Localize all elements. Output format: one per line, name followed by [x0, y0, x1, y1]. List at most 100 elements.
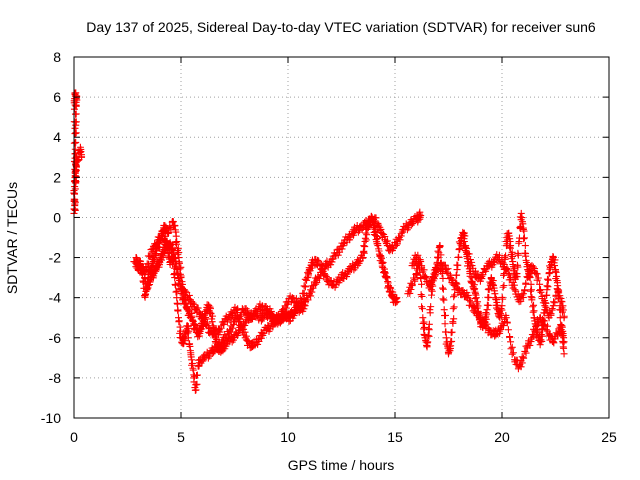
- point-track-b-9-4: [169, 218, 177, 226]
- point-right-cluster-a-56-5: [530, 307, 538, 315]
- point-right-cluster-b-5-1: [430, 275, 438, 283]
- point-right-cluster-a-67-5: [553, 277, 561, 285]
- point-right-cluster-a-56-1: [528, 296, 536, 304]
- point-track-c-1-4: [144, 284, 152, 292]
- point-right-cluster-c-23: [558, 298, 566, 306]
- point-right-cluster-a-4-1: [418, 280, 426, 288]
- point-right-cluster-b-23: [507, 338, 515, 346]
- point-track-b-27-4: [236, 315, 244, 323]
- point-early-14-2: [71, 196, 79, 204]
- point-right-cluster-a-21-4: [454, 253, 462, 261]
- point-right-cluster-b-35-5: [559, 332, 567, 340]
- point-track-b-43-4: [304, 296, 312, 304]
- point-right-cluster-a-51-4: [518, 218, 526, 226]
- point-right-cluster-b-23-3: [508, 350, 516, 358]
- point-right-cluster-b-2-4: [420, 266, 428, 274]
- x-tick-label-3: 15: [387, 429, 403, 445]
- point-right-cluster-a-70-5: [559, 343, 567, 351]
- point-track-b-71: [417, 211, 425, 219]
- point-right-cluster-a-42-2: [498, 293, 506, 301]
- point-right-cluster-b-26-3: [522, 349, 530, 357]
- point-track-c-54-2: [294, 298, 302, 306]
- point-track-c-33-4: [213, 336, 221, 344]
- point-right-cluster-a-0-2: [406, 289, 414, 297]
- point-track-a-18-5: [173, 287, 181, 295]
- point-track-b-32: [254, 336, 262, 344]
- point-track-a-69-2: [359, 248, 367, 256]
- point-right-cluster-c-12: [511, 286, 519, 294]
- point-track-c-13-4: [170, 250, 178, 258]
- point-right-cluster-b-29-1: [533, 322, 541, 330]
- point-track-a-19-2: [173, 299, 181, 307]
- point-right-cluster-a-17-2: [445, 348, 453, 356]
- point-track-c-22-2: [188, 312, 196, 320]
- point-right-cluster-a-63-4: [544, 276, 552, 284]
- point-right-cluster-a-7-4: [425, 332, 433, 340]
- point-right-cluster-c-23-4: [559, 306, 567, 314]
- point-right-cluster-a-55-4: [528, 286, 536, 294]
- point-track-b-3-2: [144, 260, 152, 268]
- point-track-b-44-3: [308, 288, 316, 296]
- point-right-cluster-b-23-2: [508, 343, 516, 351]
- point-right-cluster-a-49: [513, 270, 521, 278]
- point-right-cluster-b-28-1: [528, 331, 536, 339]
- point-right-cluster-a-8-4: [427, 303, 435, 311]
- point-track-a-19-4: [174, 306, 182, 314]
- y-tick-label-9: 8: [53, 49, 61, 65]
- point-right-cluster-c-15: [524, 274, 532, 282]
- point-right-cluster-c-18-1: [537, 288, 545, 296]
- point-right-cluster-a-37-2: [488, 275, 495, 283]
- point-early-16-4: [77, 148, 85, 156]
- point-right-cluster-a-51: [517, 209, 525, 217]
- point-right-cluster-a-19-2: [449, 305, 457, 313]
- point-track-c-12-5: [168, 245, 176, 253]
- point-track-a-26-4: [189, 364, 197, 372]
- point-track-c-48-1: [267, 307, 275, 315]
- point-right-cluster-b-26-1: [520, 354, 528, 362]
- point-track-a-24: [183, 322, 191, 330]
- point-track-b-29-2: [242, 332, 250, 340]
- point-track-a-4-4: [142, 290, 150, 298]
- point-right-cluster-a-71: [560, 350, 568, 358]
- point-right-cluster-b-3-1: [421, 273, 429, 281]
- point-right-cluster-c-22-5: [557, 294, 565, 302]
- point-right-cluster-b-4-4: [428, 279, 436, 287]
- point-right-cluster-a-42-4: [500, 282, 508, 289]
- point-track-c-16-4: [176, 279, 184, 287]
- point-track-a-78-3: [379, 264, 387, 272]
- point-right-cluster-a-52-4: [521, 242, 529, 250]
- point-right-cluster-c-19: [541, 302, 549, 310]
- point-right-cluster-a-49-2: [513, 261, 521, 269]
- point-track-c-32-5: [211, 329, 219, 337]
- point-right-cluster-b-8-1: [443, 268, 451, 276]
- point-right-cluster-a-19-3: [450, 303, 458, 311]
- point-track-a-77-5: [378, 255, 386, 263]
- point-track-b-8-1: [165, 229, 173, 237]
- point-track-c-17-2: [177, 290, 185, 298]
- point-track-c-8-4: [159, 252, 167, 260]
- point-track-b-23-1: [216, 328, 224, 336]
- point-track-a-60-3: [322, 272, 330, 280]
- point-track-a-69-4: [360, 242, 368, 250]
- point-track-a-28-2: [193, 380, 201, 388]
- point-early-12-4: [72, 179, 80, 187]
- point-track-b-0-3: [132, 259, 140, 267]
- point-right-cluster-c-22-2: [555, 286, 563, 294]
- y-tick-label-1: -8: [49, 370, 62, 386]
- point-right-cluster-a-13-2: [437, 251, 445, 259]
- point-early-14: [71, 205, 79, 213]
- point-right-cluster-a-18-4: [448, 328, 456, 336]
- point-right-cluster-a-5-4: [421, 323, 429, 331]
- point-track-b-10-3: [171, 226, 179, 234]
- point-right-cluster-b-28-4: [531, 327, 539, 335]
- point-track-b-27: [233, 306, 241, 314]
- point-early-17: [77, 153, 85, 161]
- point-right-cluster-a-15: [440, 306, 448, 314]
- point-right-cluster-b-13-4: [467, 298, 475, 306]
- y-tick-label-3: -4: [49, 290, 62, 306]
- point-right-cluster-c-9-4: [500, 261, 508, 269]
- point-right-cluster-c-0-5: [463, 245, 471, 253]
- point-right-cluster-a-45-3: [505, 232, 513, 240]
- y-tick-label-6: 2: [53, 169, 61, 185]
